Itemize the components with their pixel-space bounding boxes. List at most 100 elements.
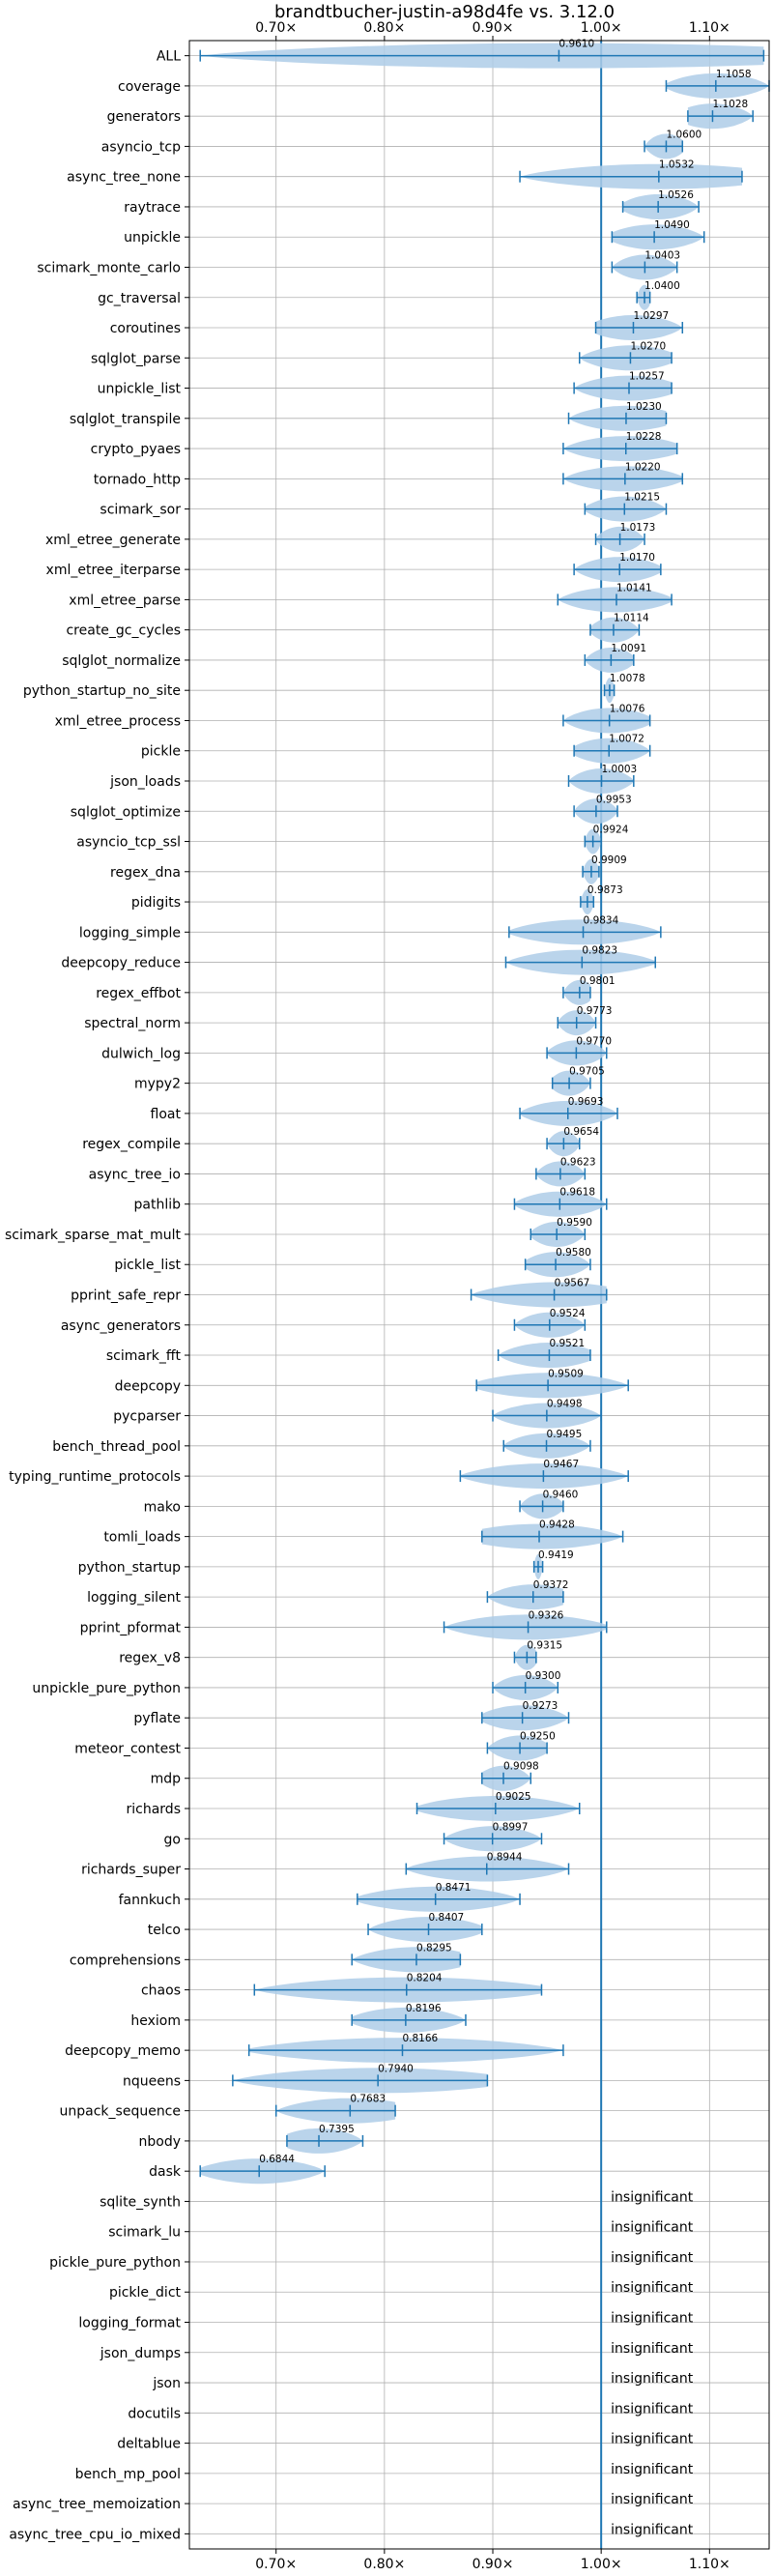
- benchmark-name-label: sqlglot_optimize: [71, 804, 181, 820]
- violin-value-label: 0.9801: [580, 975, 616, 987]
- benchmark-name-label: deepcopy_memo: [65, 2043, 181, 2059]
- benchmark-name-label: spectral_norm: [84, 1016, 181, 1031]
- violin-value-label: 1.0220: [625, 461, 661, 473]
- insignificant-label: insignificant: [611, 2189, 694, 2205]
- benchmark-name-label: pprint_safe_repr: [71, 1288, 181, 1304]
- benchmark-name-label: hexiom: [130, 2013, 181, 2029]
- benchmark-name-label: richards_super: [81, 1863, 181, 1878]
- violin-value-label: 0.9521: [549, 1338, 585, 1349]
- benchmark-name-label: logging_simple: [79, 925, 181, 941]
- x-tick-label-top: 0.80×: [363, 20, 405, 36]
- violin-value-label: 1.0114: [614, 613, 649, 624]
- benchmark-name-label: create_gc_cycles: [66, 623, 181, 639]
- violin-value-label: 1.0297: [633, 310, 669, 322]
- benchmark-name-label: bench_mp_pool: [75, 2467, 181, 2482]
- benchmark-name-label: pprint_pformat: [80, 1620, 182, 1635]
- violin-value-label: 0.8407: [429, 1912, 465, 1924]
- benchmark-name-label: nbody: [139, 2134, 182, 2150]
- violin-value-label: 0.9419: [538, 1549, 574, 1561]
- violin-value-label: 1.0076: [610, 703, 645, 714]
- benchmark-name-label: pickle_pure_python: [49, 2255, 181, 2271]
- violin-value-label: 0.9610: [558, 39, 594, 50]
- benchmark-name-label: scimark_sor: [100, 503, 181, 518]
- benchmark-name-label: gc_traversal: [98, 291, 181, 306]
- violin-value-label: 1.0600: [666, 129, 701, 140]
- insignificant-label: insignificant: [611, 2280, 694, 2296]
- benchmark-name-label: richards: [127, 1802, 182, 1817]
- benchmark-name-label: xml_etree_iterparse: [46, 563, 181, 578]
- violin-value-label: 0.9618: [559, 1187, 595, 1199]
- violin-value-label: 1.0170: [619, 552, 655, 564]
- violin-value-label: 0.9873: [587, 884, 623, 896]
- violin-value-label: 0.9953: [596, 794, 632, 805]
- violin-layer: [199, 43, 770, 2185]
- violin-value-label: 0.9372: [533, 1579, 569, 1591]
- benchmark-name-label: float: [151, 1107, 182, 1122]
- benchmark-name-label: pickle_dict: [109, 2285, 182, 2301]
- insignificant-label: insignificant: [611, 2311, 694, 2327]
- violin-value-label: 0.9498: [547, 1399, 583, 1410]
- benchmark-name-label: chaos: [141, 1983, 181, 1999]
- benchmark-name-label: deepcopy_reduce: [61, 956, 181, 971]
- violin-value-label: 0.7395: [319, 2124, 355, 2135]
- benchmark-name-label: dask: [149, 2164, 182, 2180]
- violin-value-label: 0.9025: [496, 1791, 531, 1803]
- violin-value-label: 0.9509: [548, 1368, 584, 1379]
- benchmark-name-label: unpickle: [124, 230, 181, 246]
- benchmark-name-label: logging_format: [78, 2316, 181, 2331]
- violin-value-label: 0.8471: [436, 1882, 472, 1894]
- benchmark-name-label: scimark_monte_carlo: [37, 260, 181, 275]
- benchmark-name-label: tornado_http: [94, 472, 181, 487]
- benchmark-name-label: sqlglot_transpile: [70, 412, 181, 427]
- violin-value-label: 1.0091: [611, 643, 646, 654]
- x-tick-label-bottom: 0.80×: [363, 2557, 405, 2571]
- violin-value-label: 0.9524: [550, 1308, 586, 1319]
- insignificant-label: insignificant: [611, 2522, 694, 2537]
- benchmark-name-label: tomli_loads: [103, 1530, 181, 1546]
- insignificant-label: insignificant: [611, 2432, 694, 2447]
- benchmark-name-label: sqlglot_normalize: [62, 653, 181, 669]
- benchmark-name-label: async_generators: [61, 1318, 181, 1334]
- benchmark-name-label: regex_v8: [119, 1651, 181, 1666]
- violin-value-label: 1.0532: [659, 159, 695, 171]
- benchmark-name-label: json_dumps: [100, 2346, 181, 2361]
- violin-value-label: 0.9834: [584, 914, 619, 926]
- violin-value-label: 0.9495: [547, 1429, 583, 1440]
- benchmark-name-label: scimark_fft: [106, 1348, 182, 1364]
- violin-value-label: 1.0270: [630, 340, 666, 352]
- violin-value-label: 0.9098: [503, 1761, 539, 1773]
- benchmark-name-label: regex_dna: [110, 865, 181, 881]
- violin-value-label: 0.9924: [593, 825, 629, 836]
- insignificant-label: insignificant: [611, 2371, 694, 2387]
- benchmark-name-label: raytrace: [124, 200, 181, 216]
- benchmark-name-label: xml_etree_generate: [45, 533, 181, 548]
- benchmark-name-label: go: [164, 1832, 181, 1847]
- violin-value-label: 0.8295: [416, 1942, 452, 1954]
- violin-value-label: 0.9567: [555, 1278, 590, 1289]
- benchmark-name-label: async_tree_cpu_io_mixed: [9, 2527, 181, 2542]
- violin-value-label: 0.9460: [543, 1489, 579, 1500]
- benchmark-name-label: docutils: [128, 2406, 181, 2421]
- violin-value-label: 0.8944: [487, 1852, 523, 1864]
- violin-value-label: 1.0490: [654, 219, 690, 231]
- benchmark-name-label: fannkuch: [119, 1893, 181, 1908]
- benchmark-name-label: bench_thread_pool: [52, 1439, 181, 1455]
- x-tick-label-bottom: 0.70×: [255, 2557, 297, 2571]
- violin-value-label: 0.9823: [582, 945, 617, 957]
- label-layer: 0.9610 1.1058 1.1028 1.0600 1.0532 1.0526 1.04…: [259, 39, 751, 2538]
- benchmark-name-label: sqlglot_parse: [91, 351, 181, 366]
- violin-value-label: 0.9654: [563, 1126, 599, 1138]
- benchmark-name-label: unpickle_list: [98, 382, 182, 397]
- benchmark-name-label: logging_silent: [87, 1590, 181, 1606]
- benchmark-name-label: scimark_sparse_mat_mult: [5, 1228, 181, 1243]
- violin-value-label: 0.9773: [577, 1005, 613, 1017]
- benchmark-name-label: deltablue: [117, 2437, 181, 2452]
- benchmark-name-label: typing_runtime_protocols: [9, 1469, 181, 1485]
- violin-value-label: 0.9326: [529, 1609, 564, 1621]
- plot-frame: [188, 40, 770, 2550]
- benchmark-name-label: mypy2: [134, 1077, 181, 1092]
- violin-value-label: 0.8196: [406, 2003, 442, 2014]
- benchmark-name-label: ALL: [157, 49, 181, 65]
- x-tick-label-top: 0.90×: [472, 20, 514, 36]
